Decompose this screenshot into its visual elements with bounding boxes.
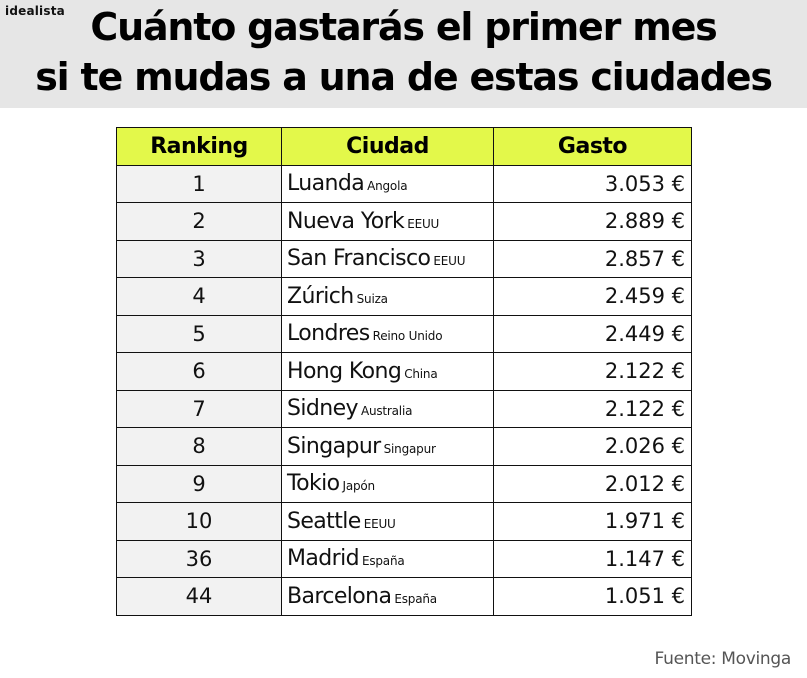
country-name: Suiza [356, 291, 388, 306]
table-row: 9 Tokio Japón 2.012 € [116, 464, 692, 503]
title-line-1: Cuánto gastarás el primer mes [90, 5, 717, 49]
rank-cell: 6 [116, 352, 282, 391]
city-name: Luanda [287, 171, 365, 197]
cost-cell: 1.051 € [493, 577, 692, 616]
cost-cell: 2.459 € [493, 277, 692, 316]
rank-cell: 5 [116, 314, 282, 353]
country-name: Singapur [383, 441, 436, 456]
cost-cell: 2.026 € [493, 427, 692, 466]
city-cell: Tokio Japón [281, 464, 494, 503]
city-name: Sidney [287, 396, 359, 422]
city-name: Madrid [287, 546, 360, 572]
table-row: 5 Londres Reino Unido 2.449 € [116, 314, 692, 353]
table-header-row: Ranking Ciudad Gasto [116, 127, 692, 166]
rank-cell: 1 [116, 164, 282, 203]
column-header-ranking: Ranking [116, 127, 282, 166]
ranking-table: Ranking Ciudad Gasto 1 Luanda Angola 3.053 … [116, 127, 692, 616]
city-name: San Francisco [287, 246, 431, 272]
cost-cell: 2.122 € [493, 389, 692, 428]
idealista-logo: idealista [5, 4, 65, 18]
table-row: 3 San Francisco EEUU 2.857 € [116, 239, 692, 278]
table-row: 4 Zúrich Suiza 2.459 € [116, 277, 692, 316]
city-cell: Luanda Angola [281, 164, 494, 203]
city-cell: Hong Kong China [281, 352, 494, 391]
country-name: EEUU [407, 216, 440, 231]
city-cell: Zúrich Suiza [281, 277, 494, 316]
city-cell: Sidney Australia [281, 389, 494, 428]
city-name: Hong Kong [287, 358, 402, 384]
rank-cell: 7 [116, 389, 282, 428]
table-row: 8 Singapur Singapur 2.026 € [116, 427, 692, 466]
city-name: Singapur [287, 433, 381, 459]
cost-cell: 2.122 € [493, 352, 692, 391]
table-row: 44 Barcelona España 1.051 € [116, 577, 692, 616]
rank-cell: 3 [116, 239, 282, 278]
header-banner: idealista Cuánto gastarás el primer mes … [0, 0, 807, 108]
city-cell: Londres Reino Unido [281, 314, 494, 353]
city-cell: Barcelona España [281, 577, 494, 616]
cost-cell: 2.012 € [493, 464, 692, 503]
table-row: 1 Luanda Angola 3.053 € [116, 164, 692, 203]
country-name: Angola [367, 179, 408, 194]
rank-cell: 2 [116, 202, 282, 241]
city-cell: Singapur Singapur [281, 427, 494, 466]
city-cell: Seattle EEUU [281, 502, 494, 541]
rank-cell: 4 [116, 277, 282, 316]
rank-cell: 44 [116, 577, 282, 616]
cost-cell: 2.889 € [493, 202, 692, 241]
table-row: 10 Seattle EEUU 1.971 € [116, 502, 692, 541]
city-name: Londres [287, 321, 370, 347]
city-name: Seattle [287, 508, 361, 534]
cost-cell: 1.147 € [493, 539, 692, 578]
rank-cell: 36 [116, 539, 282, 578]
country-name: España [361, 554, 405, 569]
rank-cell: 10 [116, 502, 282, 541]
city-cell: San Francisco EEUU [281, 239, 494, 278]
country-name: China [404, 366, 438, 381]
column-header-gasto: Gasto [493, 127, 692, 166]
country-name: EEUU [363, 516, 396, 531]
table-row: 6 Hong Kong China 2.122 € [116, 352, 692, 391]
city-name: Zúrich [287, 283, 354, 309]
title-line-2: si te mudas a una de estas ciudades [35, 55, 773, 99]
source-credit: Fuente: Movinga [654, 649, 792, 669]
column-header-ciudad: Ciudad [281, 127, 494, 166]
cost-cell: 3.053 € [493, 164, 692, 203]
city-cell: Nueva York EEUU [281, 202, 494, 241]
rank-cell: 8 [116, 427, 282, 466]
city-name: Barcelona [287, 583, 392, 609]
cost-cell: 2.449 € [493, 314, 692, 353]
rank-cell: 9 [116, 464, 282, 503]
country-name: EEUU [433, 254, 466, 269]
city-name: Tokio [287, 471, 340, 497]
country-name: España [394, 591, 437, 606]
city-cell: Madrid España [281, 539, 494, 578]
table-row: 7 Sidney Australia 2.122 € [116, 389, 692, 428]
table-row: 36 Madrid España 1.147 € [116, 539, 692, 578]
table-row: 2 Nueva York EEUU 2.889 € [116, 202, 692, 241]
country-name: Australia [360, 404, 413, 419]
city-name: Nueva York [287, 208, 405, 234]
cost-cell: 1.971 € [493, 502, 692, 541]
country-name: Reino Unido [372, 329, 443, 344]
cost-cell: 2.857 € [493, 239, 692, 278]
country-name: Japón [342, 479, 375, 494]
page-title: Cuánto gastarás el primer mes si te muda… [0, 2, 807, 102]
